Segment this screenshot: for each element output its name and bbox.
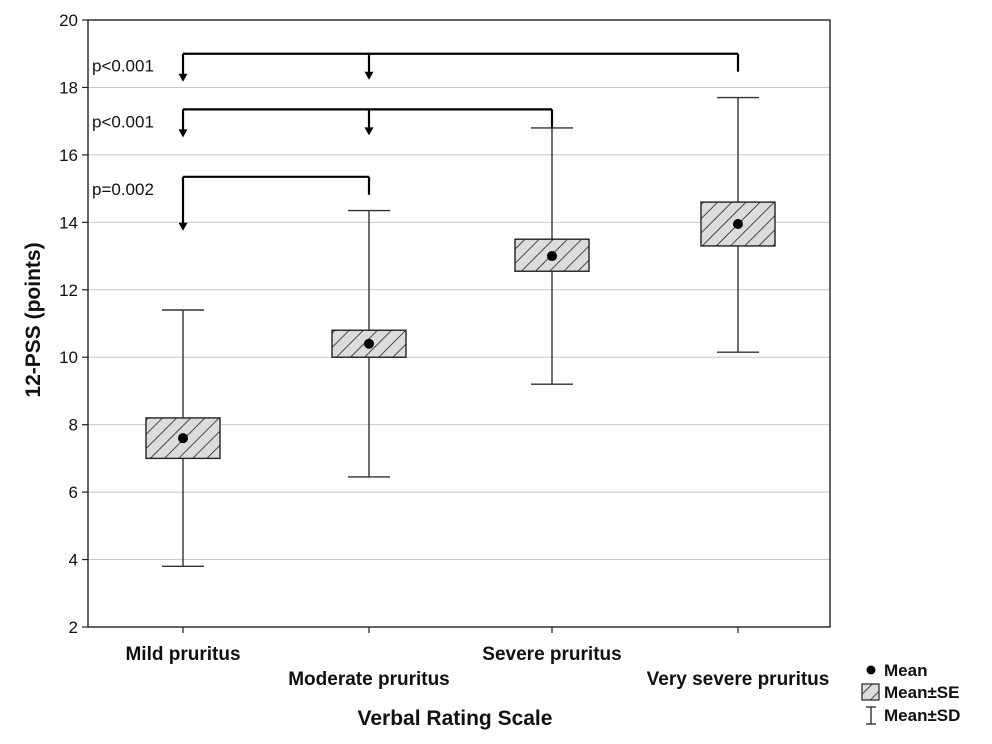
y-tick-label: 14 bbox=[59, 213, 78, 232]
y-tick-label: 16 bbox=[59, 146, 78, 165]
significance-bracket: p<0.001 bbox=[92, 52, 740, 82]
significance-annotations: p<0.001 p<0.001 p=0.002 bbox=[92, 52, 740, 231]
y-tick-label: 4 bbox=[69, 551, 78, 570]
group-mild-pruritus bbox=[145, 309, 221, 567]
y-tick-label: 12 bbox=[59, 281, 78, 300]
mean-point bbox=[364, 338, 374, 349]
arrow-head bbox=[178, 129, 188, 138]
axes: 2 4 6 8 10 12 14 16 18 20 Mild pruritus Moderate pr… bbox=[59, 11, 831, 690]
group-severe-pruritus bbox=[514, 127, 590, 385]
y-tick-label: 2 bbox=[69, 618, 78, 637]
arrow-head bbox=[178, 222, 188, 231]
x-tick-label: Mild pruritus bbox=[125, 644, 240, 665]
mean-point bbox=[178, 433, 188, 444]
group-moderate-pruritus bbox=[331, 209, 407, 478]
legend: Mean Mean±SE Mean±SD bbox=[861, 661, 960, 725]
y-axis-title: 12-PSS (points) bbox=[22, 242, 45, 397]
x-tick-label: Very severe pruritus bbox=[647, 669, 830, 690]
legend-item: Mean bbox=[866, 661, 927, 680]
arrow-head bbox=[178, 73, 188, 82]
data-groups bbox=[145, 96, 776, 567]
x-axis-title: Verbal Rating Scale bbox=[358, 707, 553, 730]
x-tick-label: Severe pruritus bbox=[482, 644, 621, 665]
legend-se-symbol bbox=[861, 683, 880, 701]
se-box bbox=[514, 238, 590, 272]
y-tick-label: 6 bbox=[69, 483, 78, 502]
group-very-severe-pruritus bbox=[700, 96, 776, 353]
y-tick-label: 20 bbox=[59, 11, 78, 30]
arrow-head bbox=[364, 71, 374, 80]
x-tick-label: Moderate pruritus bbox=[288, 669, 450, 690]
significance-bracket: p=0.002 bbox=[92, 175, 371, 231]
y-tick-label: 10 bbox=[59, 348, 78, 367]
legend-label: Mean bbox=[884, 661, 927, 680]
y-tick-label: 8 bbox=[69, 416, 78, 435]
p-value-label: p=0.002 bbox=[92, 180, 154, 199]
mean-point bbox=[547, 251, 557, 262]
p-value-label: p<0.001 bbox=[92, 112, 154, 131]
legend-label: Mean±SD bbox=[884, 706, 960, 725]
mean-point bbox=[733, 219, 743, 230]
legend-mean-symbol bbox=[866, 665, 876, 675]
y-tick-label: 18 bbox=[59, 78, 78, 97]
significance-bracket: p<0.001 bbox=[92, 108, 554, 138]
plot-frame bbox=[87, 19, 831, 628]
p-value-label: p<0.001 bbox=[92, 57, 154, 76]
arrow-head bbox=[364, 127, 374, 136]
grid bbox=[88, 86, 830, 561]
legend-label: Mean±SE bbox=[884, 683, 959, 702]
legend-item: Mean±SE bbox=[861, 683, 959, 702]
legend-item: Mean±SD bbox=[866, 706, 960, 725]
